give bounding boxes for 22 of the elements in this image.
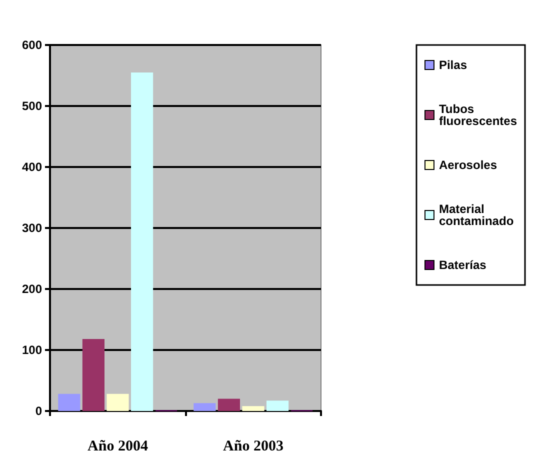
legend-label: Aerosoles [438,158,498,172]
bar [82,339,104,411]
y-tick-label: 0 [35,404,42,418]
bar [266,400,289,411]
y-tick-label: 600 [22,38,42,52]
bar [106,394,129,411]
y-tick-label: 500 [22,99,42,113]
bar [242,406,264,411]
y-tick-label: 100 [22,343,42,357]
legend-label: Tubos fluorescentes [438,102,518,128]
legend-label: Baterías [438,258,487,272]
legend-label: Material contaminado [438,202,514,228]
bar [58,394,80,411]
legend-label: Pilas [438,58,468,72]
x-tick-label: Año 2003 [223,438,284,454]
y-tick-label: 200 [22,282,42,296]
bar [194,403,216,411]
y-tick-label: 400 [22,160,42,174]
x-tick-label: Año 2004 [88,438,148,454]
bar [218,398,240,411]
y-tick-label: 300 [22,221,42,235]
bar [131,72,154,411]
